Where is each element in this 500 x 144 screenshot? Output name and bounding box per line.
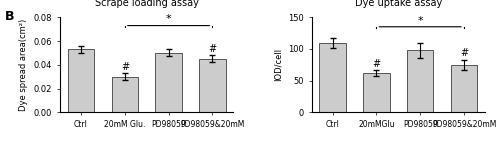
Bar xyxy=(68,49,94,112)
Bar xyxy=(320,43,345,112)
Bar xyxy=(451,65,477,112)
Y-axis label: IOD/cell: IOD/cell xyxy=(274,48,282,81)
Text: *: * xyxy=(166,14,172,24)
Text: #: # xyxy=(460,49,468,58)
Bar xyxy=(156,53,182,112)
Y-axis label: Dye spread area(cm²): Dye spread area(cm²) xyxy=(20,19,28,111)
Bar xyxy=(363,73,390,112)
Title: Dye uptake assay: Dye uptake assay xyxy=(354,0,442,8)
Text: #: # xyxy=(121,62,129,72)
Text: B: B xyxy=(5,10,15,23)
Text: *: * xyxy=(418,16,423,25)
Text: #: # xyxy=(208,44,216,54)
Title: Scrape loading assay: Scrape loading assay xyxy=(95,0,198,8)
Bar xyxy=(200,59,226,112)
Text: #: # xyxy=(372,59,380,69)
Bar xyxy=(407,50,434,112)
Bar xyxy=(112,77,138,112)
